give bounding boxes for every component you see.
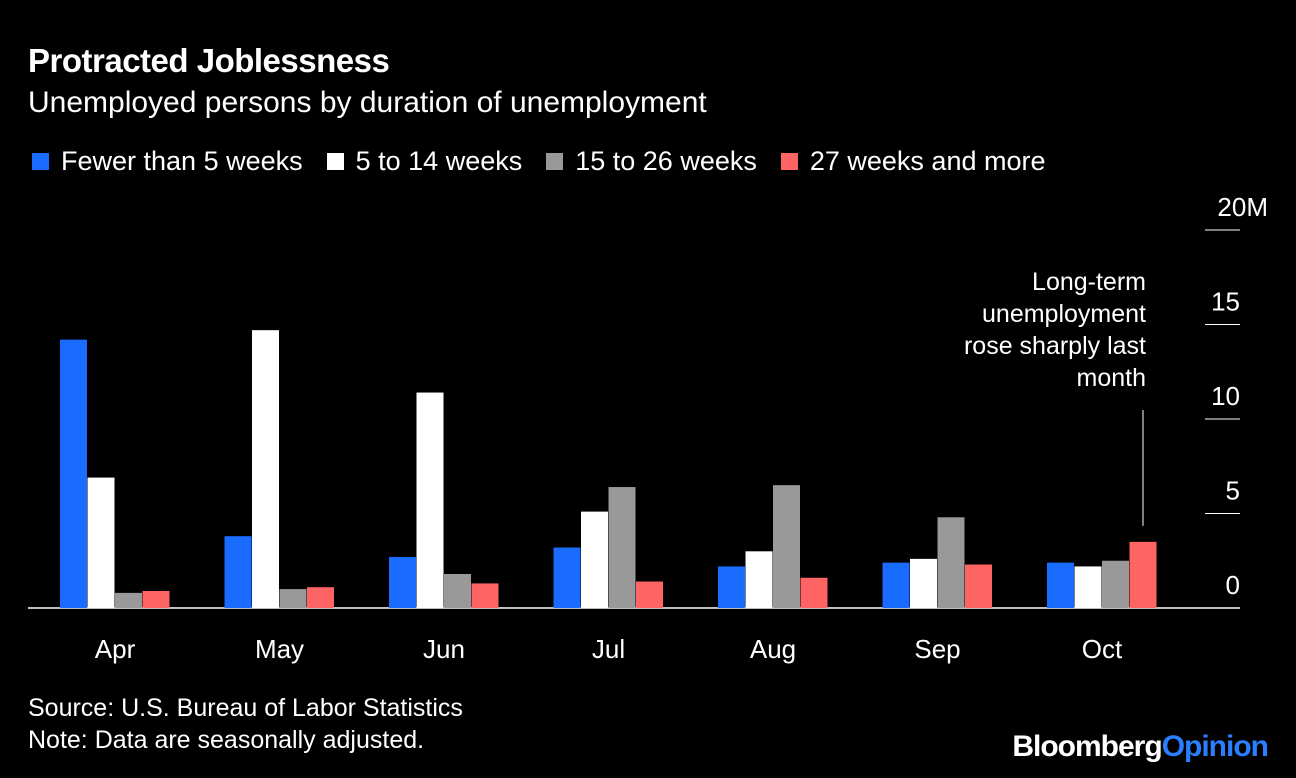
- bar-apr-fewer-than-5-weeks: [60, 339, 87, 608]
- x-tick-label-oct: Oct: [1082, 634, 1123, 664]
- legend-swatch-15-to-26-weeks: [546, 153, 564, 170]
- bar-oct-5-to-14-weeks: [1074, 566, 1102, 608]
- bar-aug-5-to-14-weeks: [745, 551, 773, 608]
- bar-jul-15-to-26-weeks: [608, 487, 636, 608]
- annotation-line-2: unemployment: [982, 300, 1146, 328]
- bar-aug-27-weeks-and-more: [800, 577, 828, 608]
- bar-jun-5-to-14-weeks: [416, 392, 444, 608]
- bar-jun-fewer-than-5-weeks: [389, 556, 416, 608]
- x-tick-label-aug: Aug: [750, 634, 796, 664]
- bar-aug-15-to-26-weeks: [773, 485, 800, 608]
- bar-jun-15-to-26-weeks: [444, 573, 471, 608]
- legend-label-27-weeks-and-more: 27 weeks and more: [809, 146, 1046, 176]
- annotation-line-4: month: [1076, 364, 1146, 392]
- legend-swatch-27-weeks-and-more: [780, 153, 798, 170]
- data-note: Note: Data are seasonally adjusted.: [28, 726, 425, 754]
- legend-label-15-to-26-weeks: 15 to 26 weeks: [575, 146, 757, 176]
- bar-sep-fewer-than-5-weeks: [882, 562, 910, 608]
- bar-oct-fewer-than-5-weeks: [1047, 562, 1074, 608]
- bar-aug-fewer-than-5-weeks: [718, 566, 745, 608]
- bar-jun-27-weeks-and-more: [471, 583, 499, 608]
- brand-logo-part-1: Bloomberg: [1012, 730, 1162, 763]
- legend-item-fewer-than-5-weeks: Fewer than 5 weeks: [32, 146, 303, 177]
- x-tick-label-sep: Sep: [914, 634, 960, 664]
- brand-logo-part-2: Opinion: [1161, 730, 1269, 763]
- legend-swatch-5-to-14-weeks: [326, 153, 344, 170]
- footer: Source: U.S. Bureau of Labor Statistics …: [28, 692, 463, 756]
- bar-jul-5-to-14-weeks: [581, 511, 608, 608]
- x-tick-label-jul: Jul: [592, 634, 625, 664]
- y-tick-label-0: 0: [1226, 570, 1240, 600]
- bar-sep-27-weeks-and-more: [965, 564, 992, 608]
- bar-oct-27-weeks-and-more: [1129, 541, 1157, 608]
- bar-sep-15-to-26-weeks: [937, 517, 965, 608]
- bar-jul-fewer-than-5-weeks: [553, 547, 581, 608]
- y-tick-label-20: 20M: [1217, 192, 1268, 222]
- legend: Fewer than 5 weeks 5 to 14 weeks 15 to 2…: [32, 146, 1070, 177]
- bar-sep-5-to-14-weeks: [910, 558, 937, 608]
- bar-may-15-to-26-weeks: [279, 589, 307, 608]
- annotation: Long-term unemployment rose sharply last…: [886, 266, 1146, 394]
- bar-may-5-to-14-weeks: [252, 330, 279, 608]
- bar-apr-5-to-14-weeks: [87, 477, 115, 608]
- source-note: Source: U.S. Bureau of Labor Statistics: [28, 694, 463, 722]
- x-tick-label-may: May: [255, 634, 304, 664]
- legend-item-5-to-14-weeks: 5 to 14 weeks: [326, 146, 523, 177]
- chart-subtitle: Unemployed persons by duration of unempl…: [28, 86, 707, 119]
- bar-jul-27-weeks-and-more: [636, 581, 663, 608]
- y-tick-label-10: 10: [1211, 381, 1240, 411]
- legend-label-fewer-than-5-weeks: Fewer than 5 weeks: [61, 146, 303, 176]
- chart-title: Protracted Joblessness: [28, 42, 390, 79]
- bar-apr-15-to-26-weeks: [115, 592, 142, 608]
- legend-item-15-to-26-weeks: 15 to 26 weeks: [546, 146, 757, 177]
- bar-may-fewer-than-5-weeks: [224, 536, 252, 608]
- x-tick-label-jun: Jun: [423, 634, 465, 664]
- y-tick-label-5: 5: [1226, 476, 1240, 506]
- annotation-line-1: Long-term: [1032, 268, 1146, 296]
- x-tick-label-apr: Apr: [95, 634, 136, 664]
- bar-apr-27-weeks-and-more: [142, 590, 170, 608]
- annotation-line-3: rose sharply last: [963, 332, 1146, 360]
- bar-oct-15-to-26-weeks: [1102, 560, 1129, 608]
- legend-label-5-to-14-weeks: 5 to 14 weeks: [355, 146, 523, 176]
- brand-logo: BloombergOpinion: [1012, 730, 1269, 764]
- legend-item-27-weeks-and-more: 27 weeks and more: [780, 146, 1046, 177]
- legend-swatch-fewer-than-5-weeks: [32, 153, 49, 170]
- bar-may-27-weeks-and-more: [307, 587, 334, 608]
- y-tick-label-15: 15: [1211, 287, 1240, 317]
